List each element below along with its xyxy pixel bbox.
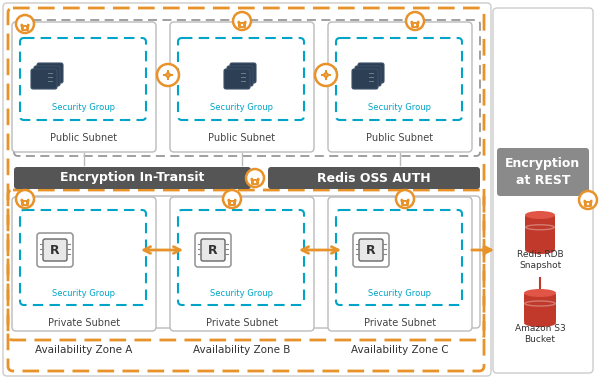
Text: Security Group: Security Group [211, 288, 274, 298]
FancyBboxPatch shape [34, 66, 60, 86]
FancyBboxPatch shape [251, 179, 259, 185]
Circle shape [231, 202, 233, 204]
Ellipse shape [525, 211, 555, 219]
Text: Security Group: Security Group [368, 288, 431, 298]
FancyBboxPatch shape [359, 239, 383, 261]
FancyBboxPatch shape [238, 22, 246, 28]
Circle shape [579, 191, 597, 209]
Ellipse shape [524, 289, 556, 297]
Text: Public Subnet: Public Subnet [367, 133, 434, 143]
Text: R: R [50, 245, 60, 258]
Ellipse shape [524, 319, 556, 327]
Circle shape [406, 12, 424, 30]
FancyBboxPatch shape [328, 22, 472, 152]
Text: Security Group: Security Group [53, 104, 115, 112]
FancyBboxPatch shape [14, 167, 251, 189]
FancyBboxPatch shape [355, 66, 381, 86]
Circle shape [24, 27, 26, 29]
FancyBboxPatch shape [170, 22, 314, 152]
Text: Security Group: Security Group [368, 104, 431, 112]
FancyBboxPatch shape [21, 200, 29, 206]
FancyBboxPatch shape [170, 197, 314, 331]
FancyBboxPatch shape [31, 69, 57, 89]
FancyBboxPatch shape [12, 22, 156, 152]
Circle shape [223, 190, 241, 208]
Circle shape [246, 169, 264, 187]
FancyBboxPatch shape [411, 22, 419, 28]
FancyBboxPatch shape [195, 233, 231, 267]
FancyBboxPatch shape [584, 201, 592, 207]
FancyBboxPatch shape [358, 63, 384, 83]
Text: Security Group: Security Group [53, 288, 115, 298]
Text: Redis RDB
Snapshot: Redis RDB Snapshot [517, 250, 563, 270]
Text: Public Subnet: Public Subnet [208, 133, 275, 143]
FancyBboxPatch shape [228, 200, 236, 206]
Text: Private Subnet: Private Subnet [364, 318, 436, 328]
FancyBboxPatch shape [21, 25, 29, 31]
Text: Private Subnet: Private Subnet [206, 318, 278, 328]
Text: Encryption In-Transit: Encryption In-Transit [60, 171, 204, 184]
Circle shape [404, 202, 406, 204]
FancyBboxPatch shape [227, 66, 253, 86]
FancyBboxPatch shape [37, 63, 63, 83]
Text: Security Group: Security Group [211, 104, 274, 112]
FancyBboxPatch shape [14, 196, 480, 328]
Text: Amazon S3
Bucket: Amazon S3 Bucket [515, 324, 565, 344]
Circle shape [254, 181, 256, 183]
FancyBboxPatch shape [497, 148, 589, 196]
Circle shape [24, 202, 26, 204]
FancyBboxPatch shape [401, 200, 409, 206]
Text: Private Subnet: Private Subnet [48, 318, 120, 328]
FancyBboxPatch shape [268, 167, 480, 189]
Text: Encryption
at REST: Encryption at REST [505, 157, 581, 187]
Text: Availability Zone B: Availability Zone B [193, 345, 290, 355]
Text: R: R [366, 245, 376, 258]
FancyBboxPatch shape [328, 197, 472, 331]
Circle shape [16, 15, 34, 33]
FancyBboxPatch shape [201, 239, 225, 261]
Circle shape [396, 190, 414, 208]
FancyBboxPatch shape [43, 239, 67, 261]
FancyBboxPatch shape [493, 8, 593, 373]
FancyBboxPatch shape [12, 197, 156, 331]
Text: R: R [208, 245, 218, 258]
Circle shape [315, 64, 337, 86]
FancyBboxPatch shape [525, 215, 555, 250]
Ellipse shape [525, 246, 555, 254]
Circle shape [587, 203, 589, 205]
FancyBboxPatch shape [224, 69, 250, 89]
Text: Availability Zone A: Availability Zone A [35, 345, 133, 355]
Circle shape [241, 24, 243, 26]
FancyBboxPatch shape [37, 233, 73, 267]
FancyBboxPatch shape [353, 233, 389, 267]
Circle shape [16, 190, 34, 208]
Circle shape [157, 64, 179, 86]
FancyBboxPatch shape [352, 69, 378, 89]
Text: Availability Zone C: Availability Zone C [351, 345, 449, 355]
FancyBboxPatch shape [3, 3, 491, 376]
Text: Redis OSS AUTH: Redis OSS AUTH [317, 171, 431, 184]
FancyBboxPatch shape [524, 293, 556, 323]
Text: Public Subnet: Public Subnet [50, 133, 118, 143]
FancyBboxPatch shape [230, 63, 256, 83]
Circle shape [233, 12, 251, 30]
Circle shape [414, 24, 416, 26]
